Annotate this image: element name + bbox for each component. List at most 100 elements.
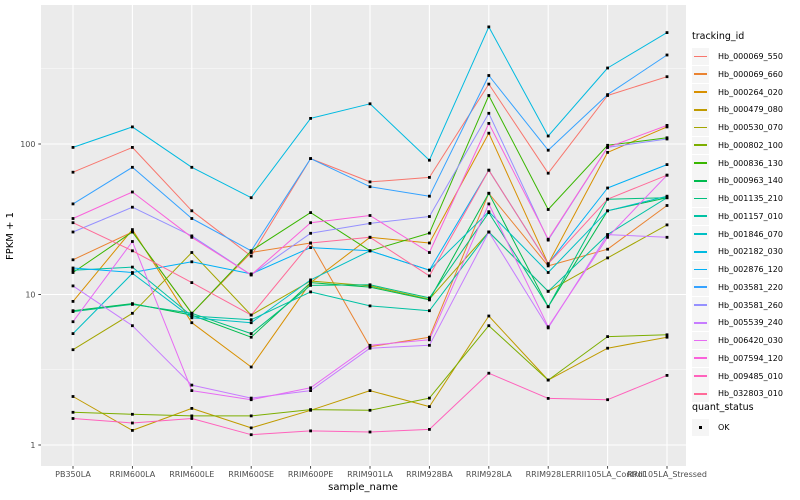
- x-tick-label: RRII105LA_Stressed: [627, 470, 707, 479]
- data-point: [131, 324, 134, 328]
- data-point: [249, 396, 253, 400]
- data-point: [665, 125, 669, 129]
- data-point: [665, 137, 669, 141]
- data-point: [249, 332, 253, 335]
- data-point: [190, 209, 194, 213]
- data-point: [665, 335, 669, 339]
- data-point: [606, 93, 609, 96]
- data-point: [131, 271, 134, 274]
- legend-item-label: Hb_007594_120: [718, 353, 783, 363]
- data-point: [190, 383, 194, 387]
- data-point: [190, 235, 194, 239]
- data-point: [368, 180, 372, 184]
- data-point: [309, 386, 312, 390]
- data-point: [606, 209, 609, 213]
- legend-key-box: [692, 190, 709, 207]
- legend-key-box: [692, 367, 709, 385]
- data-point: [249, 398, 253, 402]
- legend-item-label: Hb_002182_030: [718, 247, 783, 257]
- data-point: [546, 397, 550, 400]
- data-point: [249, 254, 253, 258]
- legend-item-label: Hb_001846_070: [718, 229, 783, 239]
- data-point: [309, 157, 312, 160]
- legend-key-box: [692, 119, 709, 136]
- data-point: [487, 168, 491, 172]
- data-point: [428, 158, 431, 162]
- data-point: [249, 414, 253, 418]
- data-point: [606, 143, 609, 147]
- data-point: [487, 371, 491, 375]
- legend-item-label: Hb_000802_100: [718, 140, 783, 150]
- x-tick-label: RRIM901LA: [347, 470, 393, 479]
- data-point: [606, 346, 609, 350]
- x-tick-label: RRIM600SE: [228, 470, 274, 479]
- data-point: [190, 316, 194, 320]
- data-point: [428, 309, 431, 313]
- data-point: [606, 146, 609, 149]
- data-point: [190, 251, 194, 254]
- data-point: [190, 414, 194, 418]
- data-point: [249, 433, 253, 437]
- legend-key-box: [692, 261, 709, 278]
- data-point: [368, 430, 372, 434]
- data-point: [428, 335, 431, 339]
- data-point: [665, 333, 669, 337]
- data-point: [665, 235, 669, 239]
- legend-color-line-icon: [694, 375, 707, 377]
- data-point: [487, 324, 491, 328]
- data-point: [131, 125, 134, 129]
- data-point: [249, 273, 253, 277]
- data-point: [190, 311, 194, 315]
- data-point: [665, 173, 669, 177]
- data-point: [487, 25, 491, 29]
- y-tick-label: 1: [30, 441, 35, 450]
- legend-item-label: Hb_005539_240: [718, 318, 783, 328]
- legend-item-label: Hb_000069_550: [718, 52, 783, 61]
- x-tick-label: RRIM600LE: [169, 470, 214, 479]
- legend-item-label: Hb_000479_080: [718, 105, 783, 115]
- data-point: [428, 251, 431, 254]
- data-point: [487, 191, 491, 195]
- x-tick-label: RRIM928LE: [526, 470, 571, 479]
- legend-item-label: Hb_000530_070: [718, 123, 783, 132]
- legend-key-box: [692, 225, 709, 243]
- legend-title-quant-status: quant_status: [692, 402, 754, 413]
- data-point: [71, 170, 75, 174]
- data-point: [546, 378, 550, 382]
- data-point: [309, 117, 312, 120]
- data-point: [428, 274, 431, 278]
- legend-color-line-icon: [694, 73, 707, 76]
- data-point: [546, 171, 550, 175]
- data-point: [71, 410, 75, 414]
- data-point: [546, 325, 550, 329]
- point-marker-icon: [698, 425, 703, 430]
- data-point: [368, 343, 372, 347]
- legend-key-box: [692, 136, 709, 154]
- data-point: [546, 264, 550, 268]
- data-point: [606, 256, 609, 260]
- data-point: [131, 146, 134, 149]
- data-point: [249, 249, 253, 253]
- legend-item-label: Hb_001135_210: [718, 194, 783, 203]
- legend-color-line-icon: [694, 321, 707, 324]
- data-point: [71, 284, 75, 288]
- data-point: [665, 53, 669, 57]
- data-point: [606, 151, 609, 154]
- data-point: [546, 237, 550, 241]
- data-point: [487, 74, 491, 77]
- data-point: [131, 205, 134, 209]
- legend-key-box: [692, 48, 709, 65]
- legend-color-line-icon: [694, 197, 707, 200]
- legend-key-box: [692, 278, 709, 296]
- data-point: [428, 176, 431, 179]
- legend-item-label: Hb_003581_220: [718, 282, 783, 292]
- data-point: [487, 82, 491, 86]
- legend-item-label: Hb_006420_030: [718, 336, 783, 345]
- data-point: [71, 271, 75, 274]
- data-point: [131, 421, 134, 425]
- data-point: [71, 348, 75, 352]
- legend-key-box: [692, 332, 709, 349]
- x-tick-label: RRIM928LA: [466, 470, 512, 479]
- legend-item-label: Hb_003581_260: [718, 300, 783, 310]
